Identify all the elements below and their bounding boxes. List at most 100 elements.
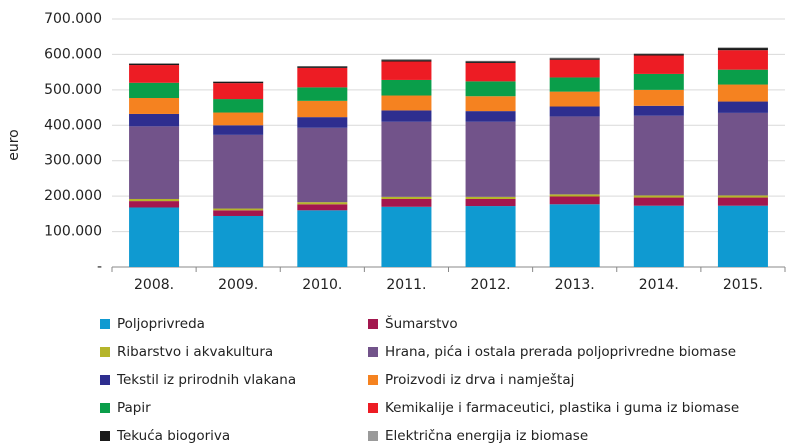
bar-segment (465, 196, 516, 199)
x-tick-label: 2015. (723, 277, 763, 293)
legend-label: Papir (117, 400, 151, 416)
bar-segment (465, 111, 516, 122)
legend-swatch (368, 375, 378, 385)
legend-swatch (100, 375, 110, 385)
y-tick-label: 400.000 (44, 117, 102, 133)
bar-segment (633, 73, 684, 90)
legend-label: Proizvodi iz drva i namještaj (385, 372, 574, 388)
bar-segment (633, 54, 684, 56)
bar-segment (381, 59, 432, 61)
x-tick-label: 2012. (471, 277, 511, 293)
legend-label: Ribarstvo i akvakultura (117, 344, 273, 360)
bar-segment (549, 116, 600, 195)
bar-segment (549, 204, 600, 267)
bar-segment (297, 100, 348, 118)
legend-label: Šumarstvo (385, 314, 458, 332)
bar-segment (549, 194, 600, 197)
bar-segment (213, 134, 264, 209)
bar-segment (213, 99, 264, 113)
bar-segment (633, 197, 684, 206)
bar-segment (381, 110, 432, 122)
bar-segment (381, 61, 432, 80)
x-tick-label: 2008. (134, 277, 174, 293)
bar-segment (381, 60, 432, 62)
bar-segment (717, 197, 768, 206)
bar-segment (633, 53, 684, 55)
bar-segment (297, 202, 348, 205)
bar-segment (381, 206, 432, 267)
bar-segment (213, 208, 264, 211)
y-tick-label: 300.000 (44, 153, 102, 169)
bar-segment (213, 210, 264, 216)
bar-segment (549, 106, 600, 117)
bar-segment (549, 91, 600, 107)
bar-segment (465, 62, 516, 82)
bar-segment (717, 195, 768, 198)
bar-segment (129, 63, 180, 66)
bar-segment (297, 127, 348, 203)
bar-segment (717, 69, 768, 85)
bar-segment (381, 121, 432, 197)
x-tick-label: 2009. (218, 277, 258, 293)
bar-segment (381, 79, 432, 96)
bar-segment (129, 207, 180, 267)
x-tick-label: 2010. (302, 277, 342, 293)
x-tick-label: 2011. (386, 277, 426, 293)
legend-label: Poljoprivreda (117, 316, 205, 332)
y-axis-label: euro (6, 129, 22, 161)
bar-segment (381, 198, 432, 207)
legend-swatch (368, 347, 378, 357)
legend-label: Električna energija iz biomase (385, 428, 588, 444)
y-tick-label: 100.000 (44, 224, 102, 240)
bar-segment (213, 112, 264, 126)
legend-swatch (100, 347, 110, 357)
bar-segment (717, 112, 768, 196)
legend-swatch (368, 403, 378, 413)
legend-label: Hrana, pića i ostala prerada poljoprivre… (385, 344, 736, 360)
bar-segment (465, 198, 516, 207)
bar-segment (465, 61, 516, 63)
x-tick-label: 2014. (639, 277, 679, 293)
bar-segment (381, 196, 432, 199)
bar-segment (129, 82, 180, 99)
legend-label: Tekuća biogoriva (116, 428, 230, 444)
bar-segment (633, 115, 684, 196)
bar-segment (549, 58, 600, 60)
bar-segment (129, 113, 180, 127)
bar-segment (549, 57, 600, 59)
bar-segment (129, 126, 180, 199)
legend-label: Tekstil iz prirodnih vlakana (116, 372, 296, 388)
y-tick-label: - (97, 259, 102, 275)
legend-label: Kemikalije i farmaceutici, plastika i gu… (385, 400, 739, 416)
bar-segment (297, 117, 348, 128)
y-tick-label: 600.000 (44, 46, 102, 62)
bar-segment (129, 198, 180, 202)
bar-segment (381, 95, 432, 111)
y-tick-label: 700.000 (44, 11, 102, 27)
bar-segment (717, 47, 768, 49)
bar-segment (129, 201, 180, 208)
bar-segment (465, 60, 516, 62)
bar-segment (717, 101, 768, 113)
bar-segment (297, 204, 348, 211)
bar-segment (465, 121, 516, 197)
bar-segment (549, 196, 600, 205)
bar-segment (213, 215, 264, 267)
bar-segment (213, 83, 264, 100)
y-tick-label: 200.000 (44, 188, 102, 204)
bar-segment (297, 66, 348, 68)
bar-segment (213, 125, 264, 135)
legend-swatch (368, 319, 378, 329)
bar-segment (213, 81, 264, 84)
legend-swatch (100, 431, 110, 441)
bar-segment (717, 48, 768, 51)
bar-segment (717, 84, 768, 102)
bar-segment (717, 205, 768, 267)
legend-swatch (100, 319, 110, 329)
bar-segment (465, 206, 516, 267)
bar-segment (129, 98, 180, 114)
legend-swatch (368, 431, 378, 441)
bar-segment (549, 77, 600, 92)
bar-segment (633, 55, 684, 74)
